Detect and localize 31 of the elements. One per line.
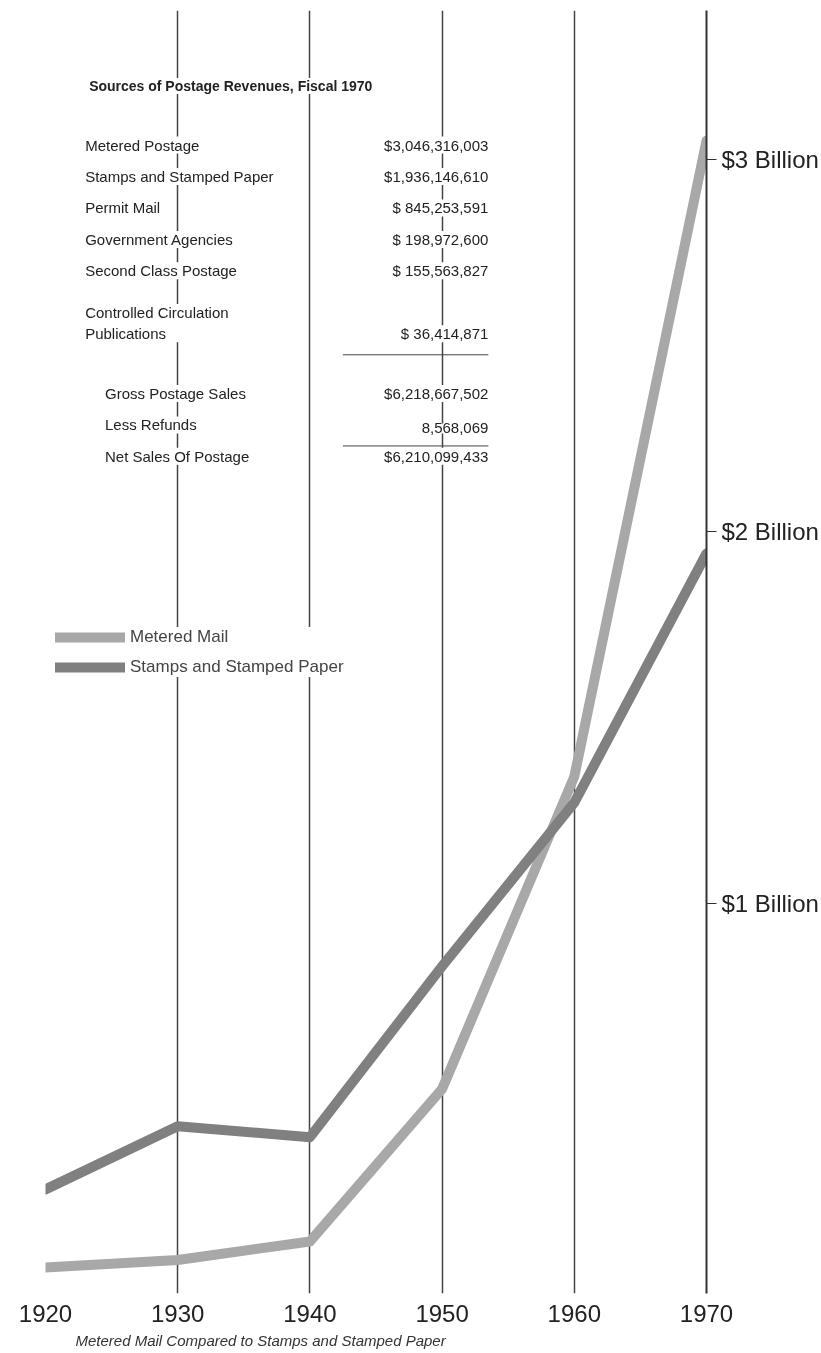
annotation: $ 155,563,827 (392, 262, 489, 280)
annotation: Controlled Circulation Publications (85, 303, 229, 343)
legend-label: Metered Mail (130, 626, 230, 647)
x-tick-label: 1960 (547, 1299, 601, 1327)
annotation: Second Class Postage (85, 262, 237, 280)
annotation: Less Refunds (104, 416, 197, 434)
annotation: $1,936,146,610 (384, 168, 489, 186)
annotation: Net Sales Of Postage (104, 447, 250, 465)
x-tick-label: 1920 (18, 1299, 73, 1327)
annotation: $6,210,099,433 (384, 447, 489, 465)
x-tick-label: 1970 (679, 1299, 734, 1327)
x-tick-label: 1950 (415, 1299, 469, 1327)
y-tick-label: $2 Billion (721, 517, 819, 545)
annotation: $ 845,253,591 (392, 199, 489, 217)
annotation: Gross Postage Sales (104, 384, 246, 402)
x-tick-label: 1930 (151, 1299, 205, 1327)
annotation: $3,046,316,003 (384, 136, 489, 154)
annotation: Permit Mail (85, 199, 161, 217)
y-tick-label: $3 Billion (721, 145, 819, 173)
annotation: Sources of Postage Revenues, Fiscal 1970 (89, 77, 373, 94)
annotation: $6,218,667,502 (384, 384, 489, 402)
text: Metered Mail Compared to Stamps and Stamped Paper (75, 1331, 447, 1349)
legend-label: Stamps and Stamped Paper (130, 656, 344, 677)
annotation: 8,568,069 (421, 419, 489, 437)
annotation: Metered Postage (85, 136, 200, 154)
x-tick-label: 1940 (283, 1299, 337, 1327)
annotation: $ 198,972,600 (392, 230, 489, 248)
y-tick-label: $1 Billion (721, 889, 819, 917)
annotation: Stamps and Stamped Paper (85, 168, 274, 186)
annotation: $ 36,414,871 (400, 325, 489, 343)
annotation: Government Agencies (85, 230, 233, 248)
